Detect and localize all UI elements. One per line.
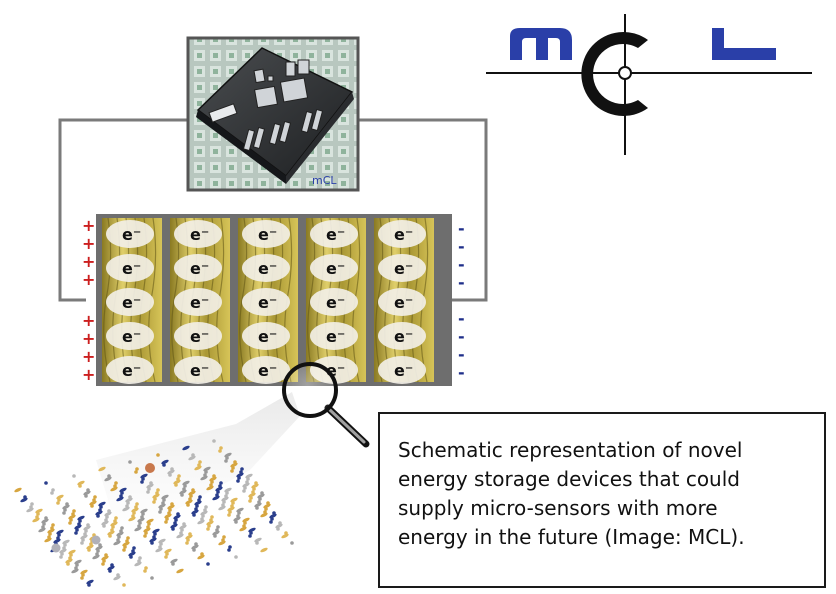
electron: e⁻ (174, 322, 222, 350)
minus-sign: - (458, 309, 465, 328)
minus-signs: -------- (458, 219, 465, 382)
electron-label: e⁻ (190, 361, 209, 380)
electron-label: e⁻ (326, 293, 345, 312)
minus-sign: - (458, 363, 465, 382)
electron: e⁻ (378, 288, 426, 316)
plus-sign: + (82, 329, 95, 348)
electron-label: e⁻ (258, 327, 277, 346)
electron: e⁻ (106, 254, 154, 282)
electron: e⁻ (106, 322, 154, 350)
electron-label: e⁻ (326, 225, 345, 244)
plus-signs: ++++++++ (82, 216, 95, 384)
electron-label: e⁻ (394, 225, 413, 244)
caption-line: supply micro-sensors with more (398, 496, 718, 520)
electron-label: e⁻ (258, 225, 277, 244)
circuit-wire (58, 118, 488, 302)
electron: e⁻ (242, 220, 290, 248)
electron-label: e⁻ (190, 293, 209, 312)
electron: e⁻ (242, 288, 290, 316)
electron: e⁻ (106, 288, 154, 316)
plus-sign: + (82, 270, 95, 289)
logo-letter-l-icon (712, 28, 776, 60)
electron: e⁻ (174, 220, 222, 248)
chip-logo-label: mCL (312, 174, 337, 187)
electron: e⁻ (242, 322, 290, 350)
caption-text: Schematic representation of novel energy… (398, 436, 806, 552)
plus-sign: + (82, 311, 95, 330)
electron: e⁻ (310, 322, 358, 350)
electron-label: e⁻ (394, 327, 413, 346)
electron: e⁻ (378, 220, 426, 248)
electron: e⁻ (378, 254, 426, 282)
electron-label: e⁻ (326, 327, 345, 346)
plus-sign: + (82, 365, 95, 384)
electron: e⁻ (242, 254, 290, 282)
electron-label: e⁻ (326, 259, 345, 278)
electron-label: e⁻ (122, 225, 141, 244)
minus-sign: - (458, 237, 465, 256)
electron-label: e⁻ (190, 259, 209, 278)
electron-label: e⁻ (258, 361, 277, 380)
caption-line: Schematic representation of novel (398, 438, 743, 462)
electron: e⁻ (106, 356, 154, 384)
caption-line: energy in the future (Image: MCL). (398, 525, 745, 549)
logo-letter-c-icon (581, 32, 648, 117)
crystal-lattice (14, 439, 294, 587)
minus-sign: - (458, 273, 465, 292)
minus-sign: - (458, 327, 465, 346)
plus-sign: + (82, 234, 95, 253)
electron-label: e⁻ (122, 293, 141, 312)
chip-pads (208, 59, 324, 152)
electron-label: e⁻ (122, 259, 141, 278)
electron-label: e⁻ (122, 327, 141, 346)
electron-label: e⁻ (394, 361, 413, 380)
electron-label: e⁻ (190, 225, 209, 244)
plus-sign: + (82, 347, 95, 366)
electron: e⁻ (174, 288, 222, 316)
electron-label: e⁻ (394, 259, 413, 278)
plus-sign: + (82, 252, 95, 271)
minus-sign: - (458, 219, 465, 238)
device-photo: mCL (186, 36, 360, 192)
electron: e⁻ (310, 288, 358, 316)
electron: e⁻ (310, 220, 358, 248)
electron-label: e⁻ (122, 361, 141, 380)
magnifying-glass-icon (282, 362, 370, 448)
plus-sign: + (82, 216, 95, 235)
caption-box: Schematic representation of novel energy… (378, 412, 826, 588)
electron-label: e⁻ (190, 327, 209, 346)
electrode-cell: e⁻ e⁻ e⁻ e⁻ e⁻ e⁻ e⁻ e⁻ e⁻ e⁻ e⁻ e⁻ e⁻ e⁻ e⁻ e⁻ e⁻ e⁻ e⁻ e⁻… (96, 214, 452, 386)
minus-sign: - (458, 255, 465, 274)
caption-line: energy storage devices that could (398, 467, 740, 491)
electron: e⁻ (310, 254, 358, 282)
electron: e⁻ (174, 356, 222, 384)
electron: e⁻ (378, 356, 426, 384)
minus-sign: - (458, 345, 465, 364)
electron-label: e⁻ (258, 293, 277, 312)
electron-label: e⁻ (258, 259, 277, 278)
electron: e⁻ (242, 356, 290, 384)
electron-label: e⁻ (394, 293, 413, 312)
logo-letter-m-icon (510, 28, 572, 60)
electron: e⁻ (378, 322, 426, 350)
mcl-logo (486, 14, 812, 155)
electron: e⁻ (174, 254, 222, 282)
electron: e⁻ (106, 220, 154, 248)
